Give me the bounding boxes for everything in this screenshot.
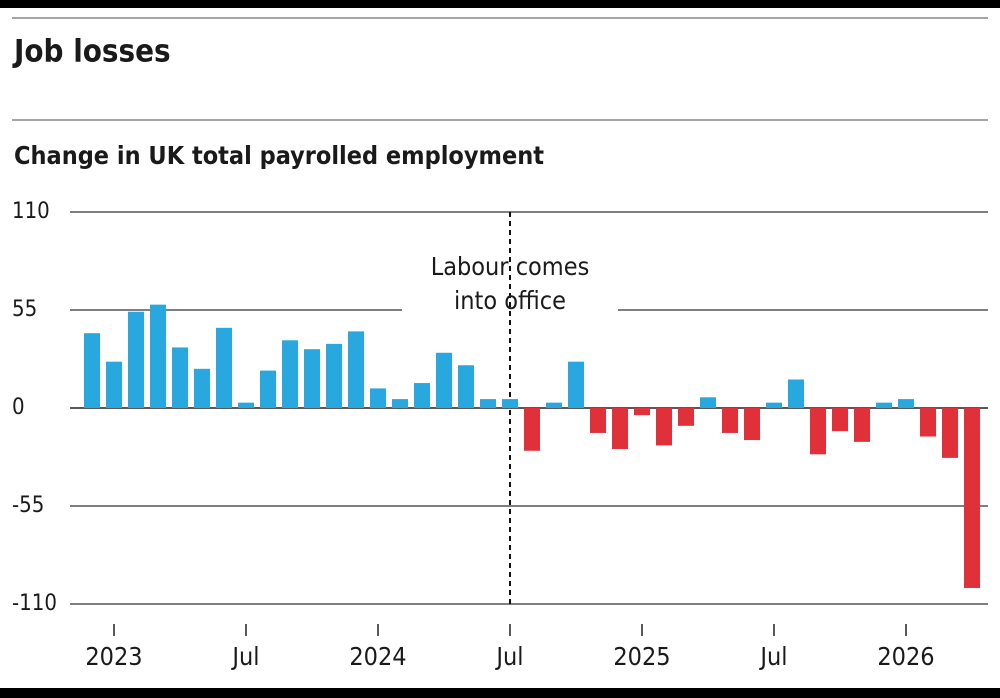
bar — [678, 408, 694, 426]
bar — [524, 408, 540, 451]
bar — [106, 361, 122, 408]
x-tick-label: 2023 — [85, 642, 142, 671]
bar — [238, 402, 254, 408]
bar — [480, 399, 496, 408]
x-tick-label: 2025 — [613, 642, 670, 671]
bar — [898, 399, 914, 408]
y-tick-label: 55 — [12, 297, 37, 322]
y-tick-label: -55 — [12, 493, 44, 518]
y-tick-label: 0 — [12, 395, 25, 420]
bar — [414, 383, 430, 408]
bar — [128, 311, 144, 408]
bar — [876, 402, 892, 408]
bar — [282, 340, 298, 408]
x-tick-label: 2026 — [877, 642, 934, 671]
bar — [150, 304, 166, 408]
bar — [392, 399, 408, 408]
bar — [942, 408, 958, 458]
chart-subtitle: Change in UK total payrolled employment — [14, 141, 544, 170]
x-tick-label: 2024 — [349, 642, 406, 671]
bar — [788, 379, 804, 408]
annotation-text: into office — [454, 286, 566, 315]
y-tick-label: -110 — [12, 591, 57, 616]
bar — [612, 408, 628, 449]
bar — [810, 408, 826, 455]
bar — [590, 408, 606, 433]
background — [0, 8, 1000, 688]
bar — [194, 368, 210, 408]
bar — [700, 397, 716, 408]
bar — [832, 408, 848, 432]
bar — [744, 408, 760, 441]
x-tick-label: Jul — [758, 642, 787, 671]
bar — [326, 343, 342, 408]
bar — [370, 388, 386, 408]
chart-title: Job losses — [12, 34, 171, 70]
annotation-text: Labour comes — [431, 252, 590, 281]
bar — [546, 402, 562, 408]
bar — [260, 370, 276, 408]
bar — [568, 361, 584, 408]
bar — [502, 399, 518, 408]
bar — [84, 333, 100, 408]
bar — [304, 349, 320, 408]
bar — [722, 408, 738, 433]
bar — [458, 365, 474, 408]
x-tick-label: Jul — [230, 642, 259, 671]
y-tick-label: 110 — [12, 199, 50, 224]
bar — [920, 408, 936, 437]
x-tick-label: Jul — [494, 642, 523, 671]
bar — [656, 408, 672, 446]
bar — [964, 408, 980, 588]
bar — [854, 408, 870, 442]
bar — [172, 347, 188, 408]
bar — [216, 327, 232, 408]
bar — [634, 408, 650, 416]
bar — [766, 402, 782, 408]
bar — [348, 331, 364, 408]
bar — [436, 352, 452, 408]
